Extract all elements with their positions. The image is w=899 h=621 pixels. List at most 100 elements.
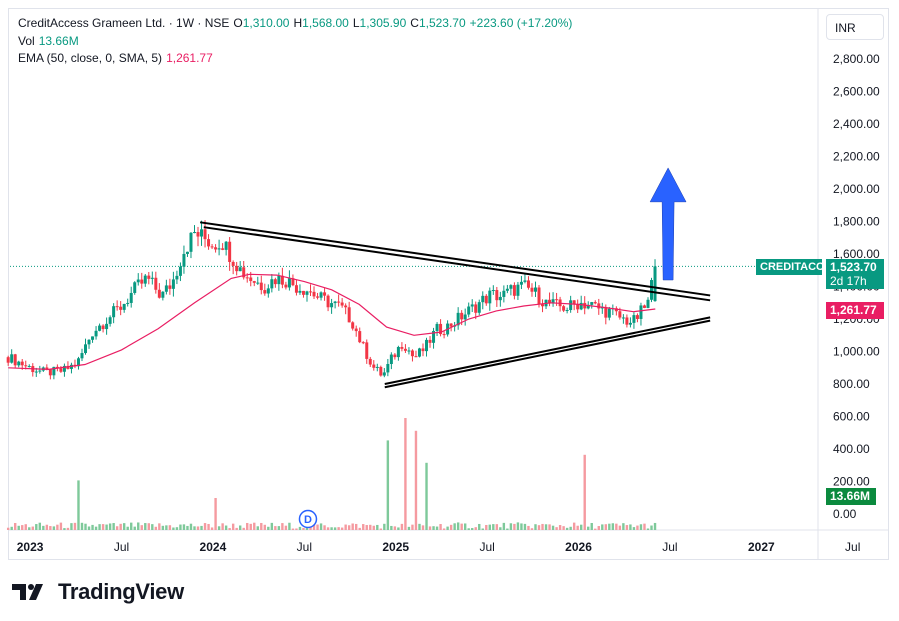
candle-body	[642, 305, 646, 308]
volume-bar	[87, 526, 91, 530]
candle-body	[20, 361, 24, 366]
candle-body	[435, 323, 439, 331]
candle-body	[646, 299, 650, 308]
trendline	[384, 319, 711, 389]
candle-body	[161, 291, 165, 298]
volume-bar	[471, 528, 474, 530]
volume-bar	[390, 525, 393, 530]
candle-body	[150, 277, 154, 279]
volume-bar	[446, 526, 449, 530]
volume-bar	[597, 526, 600, 530]
time-tick-label: Jul	[297, 540, 312, 554]
volume-bar	[172, 527, 175, 530]
volume-bar	[386, 440, 390, 530]
volume-bar	[460, 523, 463, 530]
candle-body	[456, 312, 460, 326]
volume-bar	[358, 527, 361, 530]
volume-bar	[91, 524, 94, 530]
symbol-title[interactable]: CreditAccess Grameen Ltd. · 1W · NSE	[18, 16, 230, 30]
volume-bar	[523, 523, 527, 530]
tradingview-logo[interactable]: TradingView	[12, 578, 184, 606]
candle-body	[330, 303, 334, 308]
price-tick-label: 0.00	[833, 507, 857, 521]
volume-bar	[527, 525, 530, 530]
legend-volume-row[interactable]: Vol 13.66M	[18, 34, 83, 48]
volume-bar	[397, 527, 400, 530]
candle-body	[238, 267, 242, 272]
candle-body	[38, 370, 42, 372]
candle-body	[305, 291, 309, 295]
volume-bar	[492, 524, 495, 530]
volume-bar	[182, 524, 186, 530]
volume-bar	[569, 526, 572, 530]
volume-bar	[59, 522, 63, 530]
volume-bar	[467, 528, 470, 530]
volume-bar	[77, 480, 80, 530]
volume-bar	[112, 523, 115, 530]
candle-body	[512, 285, 516, 296]
candle-body	[344, 305, 348, 308]
volume-bar	[594, 528, 597, 530]
volume-bar	[66, 527, 70, 530]
volume-bar	[481, 528, 484, 530]
volume-bar	[309, 526, 312, 530]
volume-bar	[316, 524, 319, 530]
candle-body	[76, 358, 80, 367]
volume-bar	[147, 523, 150, 530]
candle-body	[548, 299, 552, 304]
time-tick-label: Jul	[479, 540, 494, 554]
volume-bar	[158, 523, 161, 530]
candle-body	[210, 246, 214, 248]
volume-bar	[495, 524, 499, 530]
candle-body	[27, 366, 31, 368]
candle-body	[403, 348, 407, 351]
volume-bar	[238, 525, 242, 530]
candle-body	[495, 290, 499, 301]
candle-body	[463, 314, 467, 320]
bar-countdown: 2d 17h	[830, 274, 867, 288]
legend-ema-row[interactable]: EMA (50, close, 0, SMA, 5) 1,261.77	[18, 51, 217, 65]
volume-bar	[463, 523, 467, 530]
volume-bar	[214, 498, 217, 530]
candle-body	[484, 295, 488, 304]
candle-body	[266, 288, 270, 294]
volume-bar	[344, 524, 347, 530]
candle-body	[555, 299, 559, 301]
volume-bar	[551, 525, 555, 530]
volume-bar	[449, 524, 453, 530]
candle-body	[470, 304, 474, 307]
volume-bar	[330, 527, 333, 530]
open-value: 1,310.00	[242, 16, 290, 30]
volume-bar	[544, 524, 548, 530]
volume-bar	[210, 527, 214, 530]
chart-frame[interactable]	[8, 8, 889, 560]
candle-body	[600, 307, 604, 309]
candle-body	[280, 275, 284, 285]
low-value: 1,305.90	[359, 16, 407, 30]
volume-bar	[351, 523, 354, 530]
candle-body	[66, 365, 70, 369]
volume-bar	[165, 525, 168, 530]
volume-bar	[253, 522, 256, 530]
candle-body	[526, 280, 530, 288]
volume-bar	[186, 525, 189, 530]
volume-bar	[151, 524, 154, 530]
volume-bar	[520, 523, 523, 530]
candle-body	[530, 287, 534, 292]
currency-button[interactable]: INR	[826, 14, 884, 40]
volume-bar	[295, 528, 298, 530]
volume-bar	[38, 522, 42, 530]
candle-body	[632, 315, 636, 323]
volume-bar	[246, 522, 249, 530]
volume-bar	[189, 523, 193, 530]
volume-bar	[340, 527, 344, 530]
volume-bar	[404, 418, 407, 530]
volume-bar	[618, 525, 622, 530]
volume-bar	[333, 527, 337, 530]
volume-bar	[291, 528, 295, 530]
candle-body	[505, 288, 509, 291]
candle-body	[618, 311, 622, 318]
candle-body	[428, 339, 432, 343]
volume-bar	[632, 527, 636, 530]
